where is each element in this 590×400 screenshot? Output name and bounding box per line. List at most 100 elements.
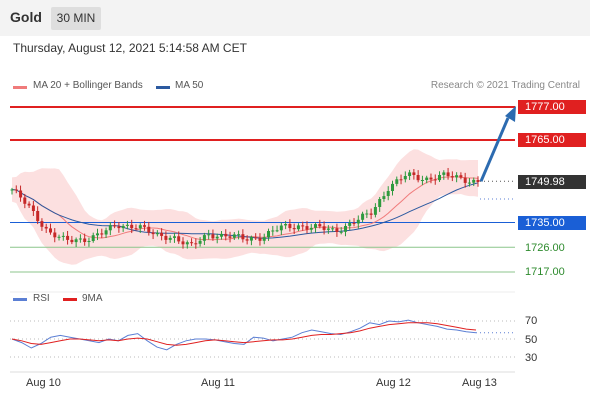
candle-body xyxy=(113,225,117,227)
rsi-swatch xyxy=(13,298,27,301)
candle-body xyxy=(455,175,459,178)
legend-rsi-ma: 9MA xyxy=(82,293,103,304)
candle-body xyxy=(220,233,223,237)
level-label-1765: 1765.00 xyxy=(518,133,586,147)
candle-body xyxy=(429,177,433,180)
candle-body xyxy=(420,180,424,181)
candle-body xyxy=(326,228,330,230)
candle-body xyxy=(459,175,463,178)
candle-body xyxy=(241,234,245,240)
candle-body xyxy=(258,238,262,241)
candle-body xyxy=(382,196,386,199)
candle-body xyxy=(472,179,476,183)
rsi-tick-50: 50 xyxy=(525,334,538,346)
candle-body xyxy=(130,224,134,229)
candle-body xyxy=(83,238,87,242)
candle-body xyxy=(301,225,305,227)
candle-body xyxy=(151,232,155,235)
candle-body xyxy=(228,236,232,238)
candle-body xyxy=(288,224,292,229)
candle-body xyxy=(335,228,339,232)
legend-ma20: MA 20 + Bollinger Bands xyxy=(33,80,143,91)
candle-body xyxy=(190,242,194,244)
timeframe-button[interactable]: 30 MIN xyxy=(51,7,101,30)
x-tick-aug11: Aug 11 xyxy=(201,377,236,389)
rsi-tick-30: 30 xyxy=(525,352,538,364)
candle-body xyxy=(40,221,44,227)
candle-body xyxy=(416,175,420,181)
candle-body xyxy=(232,234,236,238)
level-label-1777: 1777.00 xyxy=(518,100,586,114)
candle-body xyxy=(245,239,249,241)
candle-body xyxy=(53,232,57,238)
x-tick-aug12: Aug 12 xyxy=(376,377,411,389)
x-tick-aug13: Aug 13 xyxy=(462,377,497,389)
candle-body xyxy=(78,238,82,240)
candle-body xyxy=(369,213,373,215)
candle-body xyxy=(14,189,18,191)
candle-body xyxy=(348,222,352,226)
candle-body xyxy=(49,228,52,233)
timestamp: Thursday, August 12, 2021 5:14:58 AM CET xyxy=(13,41,247,55)
forecast-arrow-head xyxy=(505,106,516,122)
candle-body xyxy=(237,234,241,236)
candle-body xyxy=(181,241,185,245)
candle-body xyxy=(27,203,31,206)
candle-body xyxy=(138,225,142,229)
candle-body xyxy=(23,197,27,204)
candle-body xyxy=(57,236,61,238)
bollinger-band xyxy=(12,149,478,265)
candle-body xyxy=(279,225,283,231)
candle-body xyxy=(147,226,151,233)
candle-body xyxy=(185,242,189,245)
candle-body xyxy=(309,227,313,230)
rsi-tick-70: 70 xyxy=(525,315,538,327)
candle-body xyxy=(425,177,429,180)
candle-body xyxy=(125,224,129,226)
candle-body xyxy=(164,235,168,240)
candle-body xyxy=(19,190,23,198)
candle-body xyxy=(96,233,99,236)
candle-body xyxy=(433,179,437,181)
candle-body xyxy=(322,226,326,230)
candle-body xyxy=(254,237,258,239)
candle-body xyxy=(373,207,377,215)
candle-body xyxy=(284,224,288,226)
candle-body xyxy=(467,182,471,184)
candle-body xyxy=(361,213,365,220)
candle-body xyxy=(442,172,446,175)
candle-body xyxy=(267,231,270,238)
candle-body xyxy=(224,233,228,237)
candle-body xyxy=(121,225,125,229)
candle-body xyxy=(352,222,356,224)
header-bar: Gold 30 MIN xyxy=(0,0,590,36)
candle-body xyxy=(202,235,206,241)
legend-rsi: RSI xyxy=(33,293,50,304)
candle-body xyxy=(36,211,40,222)
rsi-ma-line xyxy=(11,322,477,346)
candle-body xyxy=(296,225,300,230)
candle-body xyxy=(160,232,164,236)
forecast-arrow-shaft xyxy=(479,117,510,182)
level-label-1735: 1735.00 xyxy=(518,216,586,230)
candle-body xyxy=(215,236,219,239)
ma20-swatch xyxy=(13,86,27,89)
candle-body xyxy=(344,226,347,232)
candle-body xyxy=(44,226,48,229)
level-label-1717: 1717.00 xyxy=(525,266,565,278)
candle-body xyxy=(378,199,382,207)
candle-body xyxy=(331,228,335,230)
candle-body xyxy=(275,230,279,232)
candle-body xyxy=(403,176,407,180)
candle-body xyxy=(104,230,108,235)
candle-body xyxy=(87,241,91,242)
candle-body xyxy=(211,234,215,239)
level-label-1726: 1726.00 xyxy=(525,242,565,254)
legend-ma50: MA 50 xyxy=(175,80,204,91)
candle-body xyxy=(356,219,360,224)
candle-body xyxy=(134,228,138,230)
candle-body xyxy=(391,183,394,191)
candle-body xyxy=(117,226,121,229)
current-price-label: 1749.98 xyxy=(518,175,586,189)
ma50-swatch xyxy=(156,86,170,89)
